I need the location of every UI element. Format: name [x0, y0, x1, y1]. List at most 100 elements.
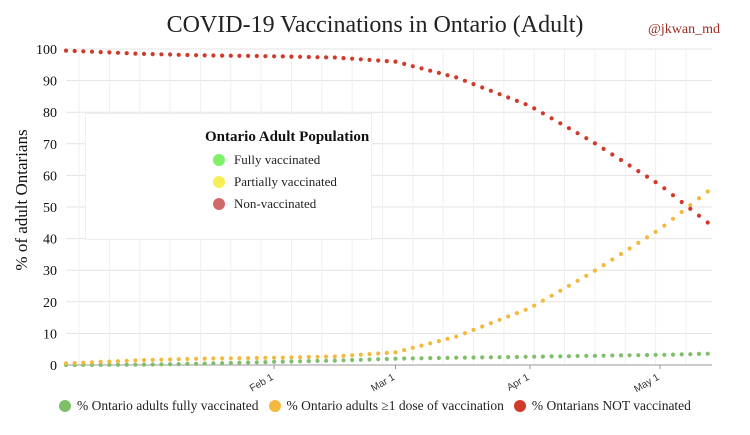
series-fully-point: [549, 354, 554, 359]
series-fully-point: [202, 361, 207, 366]
series-not-point: [575, 131, 580, 136]
series-partial-point: [358, 352, 363, 357]
series-fully-point: [705, 351, 710, 356]
chart-legend: % Ontario adults fully vaccinated % Onta…: [0, 398, 750, 414]
series-fully-point: [670, 352, 676, 357]
series-fully-point: [618, 353, 624, 358]
series-partial-point: [601, 263, 606, 268]
pie-legend-fully: Fully vaccinated: [213, 152, 320, 168]
series-partial-point: [89, 360, 95, 365]
series-fully-point: [558, 354, 563, 359]
series-partial-point: [159, 357, 164, 362]
series-not-point: [376, 58, 381, 63]
series-not-point: [558, 121, 563, 126]
series-not-point: [523, 102, 528, 107]
series-partial-point: [688, 203, 693, 208]
series-not-point: [315, 55, 320, 60]
series-fully-point: [280, 359, 285, 364]
series-fully-point: [341, 358, 346, 363]
series-not-point: [419, 66, 424, 71]
series-partial-point: [72, 360, 77, 366]
series-fully-point: [514, 354, 520, 360]
y-tick-label: 20: [43, 296, 57, 311]
series-not-point: [454, 75, 459, 80]
series-partial-point: [393, 350, 398, 355]
series-partial-point: [98, 359, 103, 364]
series-partial-point: [471, 327, 476, 332]
series-fully-point: [237, 360, 242, 365]
series-partial-point: [566, 283, 572, 288]
y-axis-label: % of adult Ontarians: [12, 129, 31, 271]
legend-dot-partial: [268, 400, 281, 412]
series-fully-point: [159, 362, 164, 367]
series-not-point: [141, 51, 147, 57]
series-partial-point: [350, 353, 355, 358]
series-fully-point: [133, 362, 138, 367]
series-partial-point: [480, 324, 485, 329]
series-partial-point: [592, 268, 598, 273]
series-fully-point: [393, 356, 398, 361]
series-fully-point: [98, 362, 103, 367]
series-not-point: [72, 48, 77, 54]
series-partial-point: [436, 339, 441, 344]
pie-legend-not-label: Non-vaccinated: [234, 196, 317, 211]
series-not-point: [653, 180, 658, 185]
series-partial-point: [653, 229, 658, 234]
y-tick-label: 70: [43, 138, 57, 153]
series-fully-point: [679, 352, 684, 357]
series-fully-point: [176, 362, 181, 367]
series-not-point: [306, 54, 311, 60]
series-partial-point: [679, 209, 684, 215]
series-partial-point: [523, 307, 528, 312]
series-not-point: [532, 106, 537, 111]
series-not-point: [384, 59, 389, 64]
series-not-point: [63, 48, 69, 53]
series-partial-point: [124, 358, 129, 363]
series-partial-point: [289, 355, 294, 360]
series-partial-point: [272, 355, 277, 360]
series-fully-point: [488, 355, 493, 360]
pie-inset-panel: [85, 113, 372, 240]
series-fully-point: [506, 355, 511, 360]
series-partial-point: [332, 354, 337, 359]
series-not-point: [436, 70, 441, 75]
series-not-point: [358, 57, 363, 62]
series-not-point: [566, 126, 572, 131]
series-not-point: [81, 49, 86, 54]
series-not-point: [272, 54, 277, 59]
series-not-point: [471, 82, 476, 87]
series-partial-point: [81, 360, 86, 365]
series-fully-point: [610, 353, 615, 358]
series-partial-point: [176, 357, 181, 362]
series-not-point: [228, 53, 233, 58]
series-fully-point: [662, 352, 667, 357]
series-fully-point: [263, 360, 268, 365]
series-fully-point: [107, 362, 112, 367]
series-fully-point: [306, 359, 311, 364]
y-tick-label: 50: [43, 201, 57, 216]
series-not-point: [159, 52, 164, 57]
series-not-point: [150, 52, 155, 57]
series-not-point: [428, 68, 433, 73]
series-fully-point: [324, 358, 329, 363]
series-not-point: [298, 54, 303, 59]
series-partial-point: [228, 356, 233, 361]
series-partial-point: [610, 257, 615, 262]
series-partial-point: [488, 321, 493, 326]
series-partial-point: [540, 298, 546, 303]
series-partial-point: [194, 356, 199, 361]
series-fully-point: [601, 353, 606, 358]
series-not-point: [289, 54, 294, 59]
series-partial-point: [202, 356, 207, 361]
legend-label-not: % Ontarians NOT vaccinated: [531, 398, 691, 413]
pie-legend-not-dot: [213, 198, 225, 210]
series-fully-point: [644, 353, 650, 358]
series-partial-point: [384, 350, 389, 355]
pie-legend-partial-dot: [213, 176, 225, 188]
series-fully-point: [428, 356, 433, 361]
series-not-point: [670, 193, 676, 198]
legend-label-partial: % Ontario adults ≥1 dose of vaccination: [286, 398, 504, 413]
series-fully-point: [168, 362, 173, 367]
series-partial-point: [115, 359, 121, 364]
legend-dot-not: [513, 400, 526, 412]
